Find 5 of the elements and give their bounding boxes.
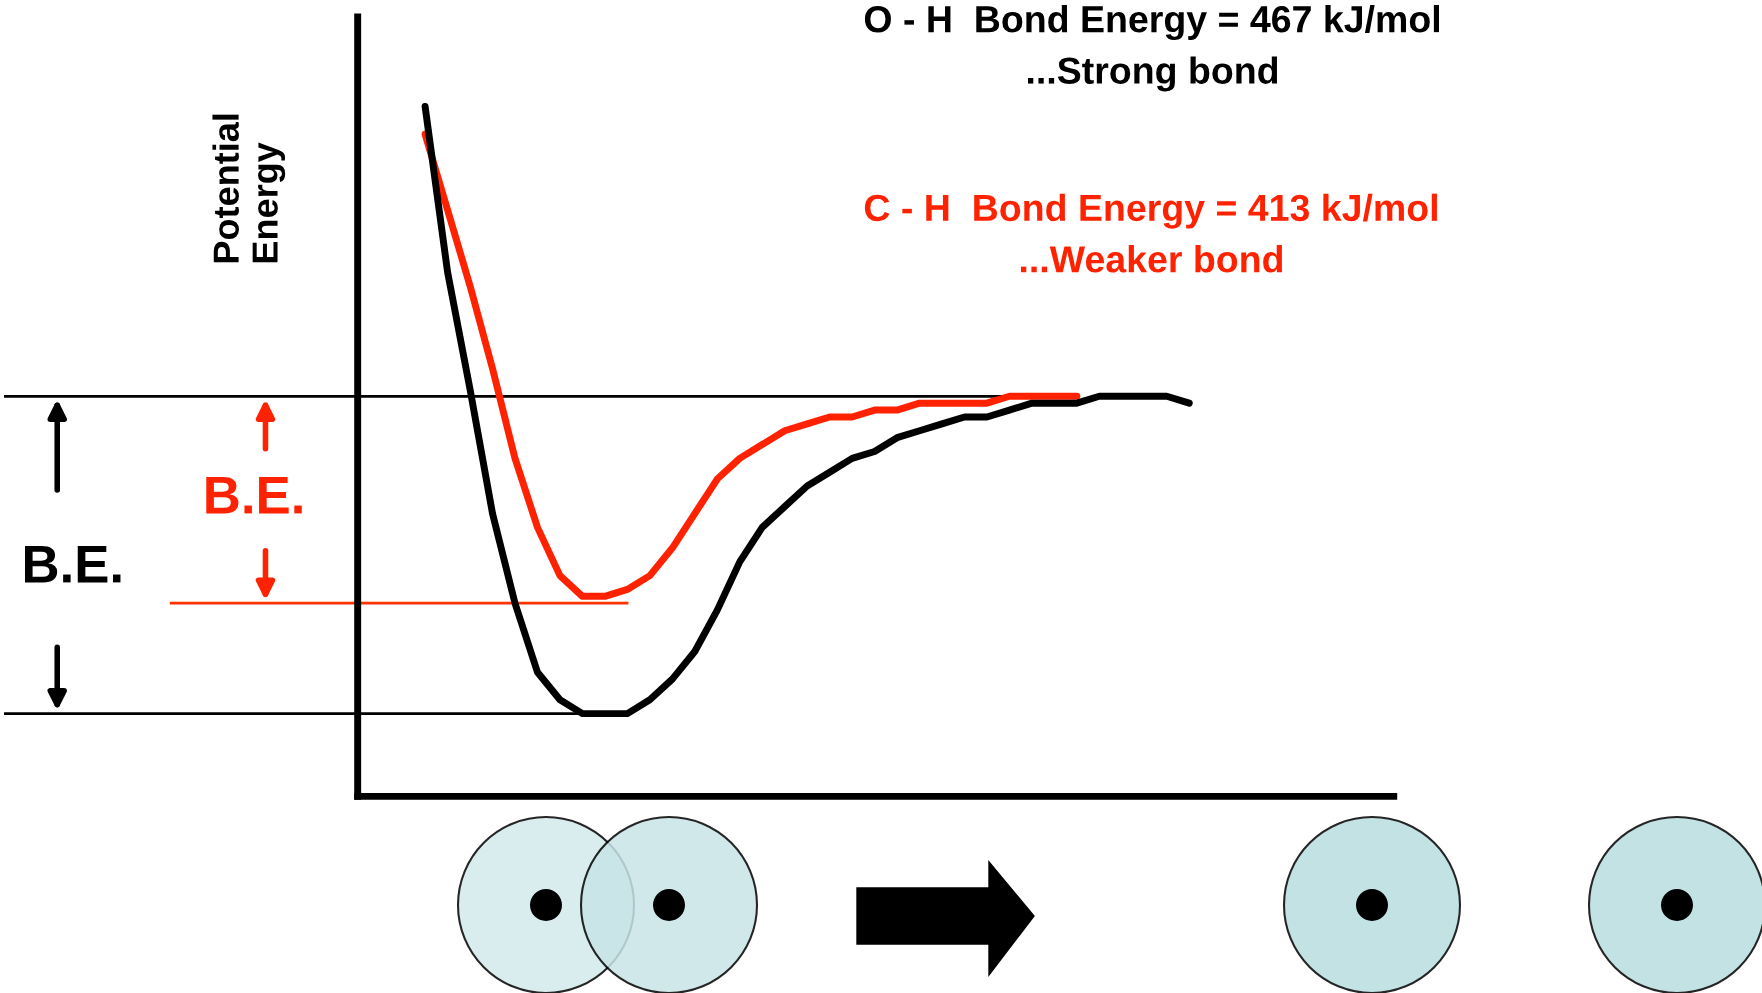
text: B.E. bbox=[206, 477, 302, 514]
y-axis-title: Potential Energy bbox=[212, 114, 286, 263]
text: O - H Bond Energy = 467 kJ/mol ...Strong bond bbox=[864, 4, 1440, 92]
text: B.E. bbox=[24, 546, 121, 583]
text: C - H Bond Energy = 413 kJ/mol ...Weaker bond bbox=[864, 193, 1437, 273]
